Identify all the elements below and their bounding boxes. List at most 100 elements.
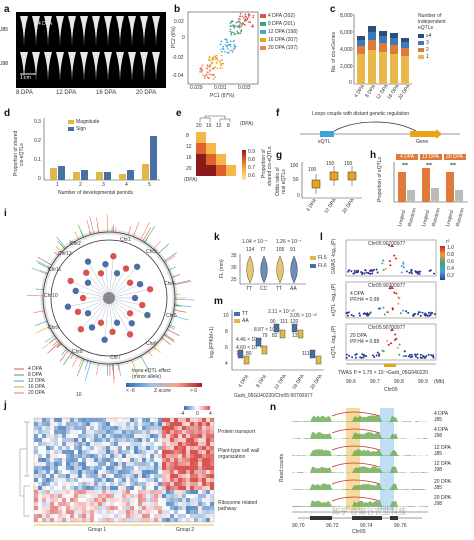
- j-cell: [134, 446, 138, 450]
- j-cell: [86, 502, 90, 506]
- n-coverage: [292, 466, 428, 473]
- j-cell: [202, 498, 206, 502]
- pca-point: [208, 73, 211, 76]
- pca-point: [212, 78, 215, 80]
- pca-point: [220, 54, 223, 57]
- j-cell: [74, 454, 78, 458]
- j-cell: [122, 506, 126, 510]
- j-cell: [106, 442, 110, 446]
- j-cell: [170, 490, 174, 494]
- j-cell: [150, 482, 154, 486]
- i-edge: [80, 297, 110, 330]
- j-cell: [186, 470, 190, 474]
- pca-point: [252, 25, 254, 28]
- j-cell: [98, 462, 102, 466]
- j-cell: [162, 502, 166, 506]
- j-cell: [150, 426, 154, 430]
- j-cell: [182, 434, 186, 438]
- j-cell: [202, 422, 206, 426]
- j-cell: [42, 434, 46, 438]
- j-cell: [110, 442, 114, 446]
- j-cell: [98, 506, 102, 510]
- j-cell: [174, 458, 178, 462]
- panel-label-d: d: [4, 108, 11, 119]
- j-scale-low: -4: [180, 411, 185, 417]
- n-track-4-dpa: 20 DPA: [434, 479, 451, 485]
- j-cell: [106, 418, 110, 422]
- j-cell: [110, 454, 114, 458]
- j-cell: [118, 446, 122, 450]
- pca-point: [214, 66, 216, 68]
- j-cell: [62, 506, 66, 510]
- j-cell: [82, 510, 86, 514]
- l-snp: [365, 355, 368, 358]
- b-ytick-1: 0: [182, 35, 185, 41]
- pca-point: [229, 28, 232, 31]
- l-pp-mid: PP.H4 = 0.98: [350, 297, 380, 303]
- j-cell: [118, 454, 122, 458]
- i-spike: [174, 305, 182, 307]
- pca-point: [241, 24, 243, 27]
- j-cell: [46, 486, 50, 490]
- m-box: [261, 345, 268, 355]
- d-ytick-0: 0.3: [34, 119, 41, 125]
- d-bar-magnitude: [96, 172, 103, 180]
- j-cell: [86, 454, 90, 458]
- j-cell: [178, 502, 182, 506]
- j-cell: [126, 418, 130, 422]
- j-cell: [182, 462, 186, 466]
- j-cell: [186, 466, 190, 470]
- j-cell: [90, 454, 94, 458]
- j-cell: [162, 482, 166, 486]
- pca-point: [236, 25, 238, 28]
- m-xtick-4: 20 DPA: [309, 373, 324, 391]
- j-cell: [150, 506, 154, 510]
- j-cell: [190, 434, 194, 438]
- j-cell: [94, 490, 98, 494]
- j-cell: [134, 510, 138, 514]
- j-cell: [38, 470, 42, 474]
- l-snp: [382, 306, 385, 309]
- j-cell: [38, 458, 42, 462]
- j-cell: [126, 482, 130, 486]
- i-spike: [169, 324, 175, 328]
- i-node: [126, 331, 134, 338]
- j-cell: [114, 446, 118, 450]
- j-cell: [42, 442, 46, 446]
- j-cell: [146, 466, 150, 470]
- j-cell: [202, 514, 206, 518]
- j-cell: [190, 490, 194, 494]
- k-legend-fl5: FL5: [318, 255, 327, 261]
- j-cell: [166, 454, 170, 458]
- pca-point: [232, 40, 235, 43]
- j-cell: [130, 430, 134, 434]
- j-cell: [58, 482, 62, 486]
- j-cell: [94, 474, 98, 478]
- j-cell: [166, 490, 170, 494]
- c-bar-segment: [401, 42, 409, 48]
- l-snp: [432, 355, 435, 358]
- panel-j: -4 0 4 Protein transport Plant-type cell…: [14, 406, 266, 536]
- i-spike: [115, 226, 117, 233]
- j-cell: [46, 450, 50, 454]
- j-cell: [198, 494, 202, 498]
- j-cell: [158, 466, 162, 470]
- j-cell: [54, 518, 58, 522]
- pca-point: [215, 54, 218, 57]
- j-cell: [62, 518, 66, 522]
- l-cbar-tick-0: 1.0: [447, 245, 454, 251]
- j-cell: [66, 518, 70, 522]
- i-spike: [86, 219, 92, 235]
- j-cell: [66, 422, 70, 426]
- l-snp: [433, 272, 436, 275]
- i-node: [128, 320, 135, 327]
- l-snp: [353, 269, 356, 272]
- j-cell: [158, 438, 162, 442]
- j-cell: [210, 454, 214, 458]
- j-cell: [42, 458, 46, 462]
- j-cell: [122, 518, 126, 522]
- j-cell: [166, 466, 170, 470]
- j-cell: [158, 506, 162, 510]
- j-cell: [34, 438, 38, 442]
- j-cell: [62, 486, 66, 490]
